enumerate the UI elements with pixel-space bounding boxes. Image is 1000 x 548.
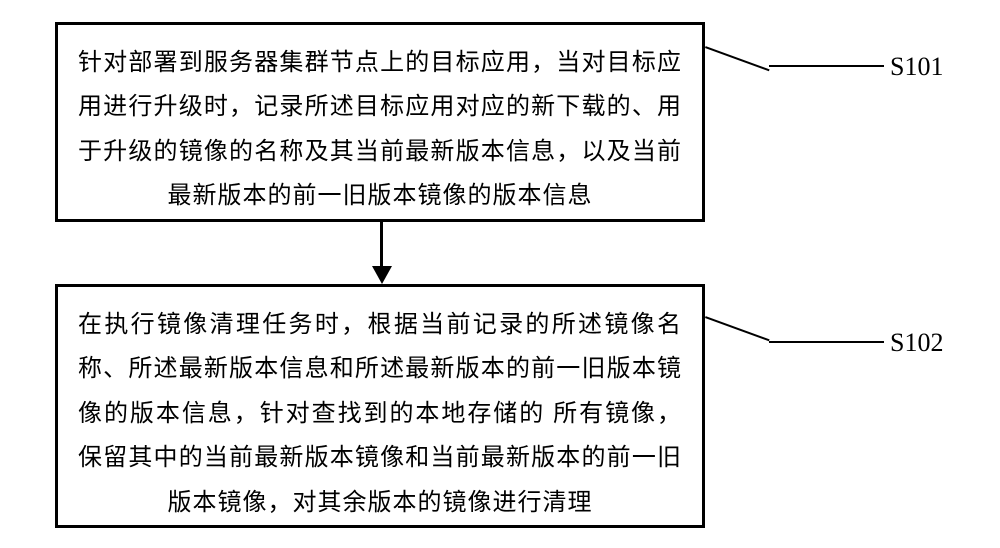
label-connector-line-s102: [769, 341, 884, 343]
node-label-s101: S101: [890, 52, 943, 82]
label-connector-diag-s102: [705, 316, 770, 341]
node-text-s102: 在执行镜像清理任务时，根据当前记录的所述镜像名称、所述最新版本信息和所述最新版本…: [78, 312, 682, 516]
flowchart-node-s101: 针对部署到服务器集群节点上的目标应用，当对目标应用进行升级时，记录所述目标应用对…: [55, 22, 705, 222]
node-text-s101: 针对部署到服务器集群节点上的目标应用，当对目标应用进行升级时，记录所述目标应用对…: [78, 50, 682, 209]
node-label-s102: S102: [890, 328, 943, 358]
flowchart-node-s102: 在执行镜像清理任务时，根据当前记录的所述镜像名称、所述最新版本信息和所述最新版本…: [55, 284, 705, 528]
arrow-line: [380, 222, 383, 266]
arrow-head: [372, 266, 392, 284]
label-connector-diag-s101: [705, 46, 770, 71]
label-connector-line-s101: [769, 65, 884, 67]
